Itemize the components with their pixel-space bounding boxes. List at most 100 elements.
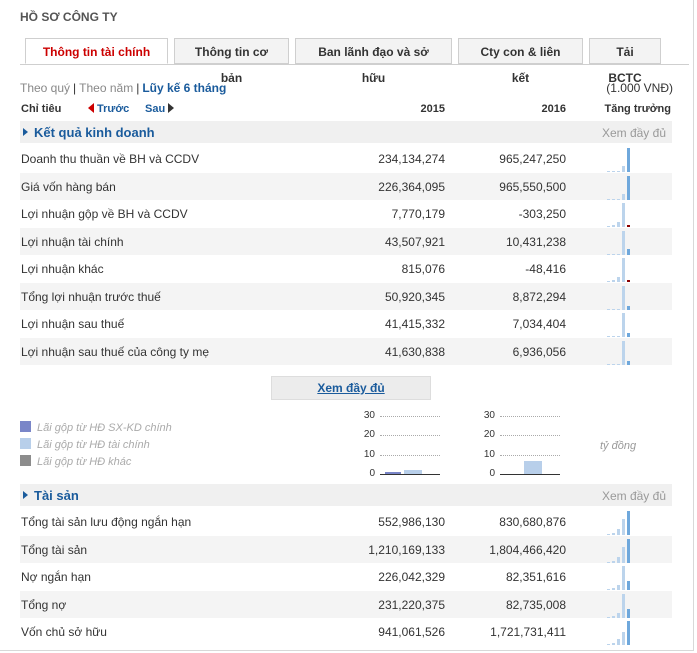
prev-button[interactable]: Trước xyxy=(88,103,129,115)
value-2016: 82,735,008 xyxy=(505,597,566,612)
tab-basic-info[interactable]: Thông tin cơ bản xyxy=(174,38,289,85)
col-header-indicator: Chỉ tiêu xyxy=(21,103,62,115)
value-2015: 41,630,838 xyxy=(384,344,445,359)
period-year-link[interactable]: Theo năm xyxy=(79,81,134,95)
sparkline-bar xyxy=(622,519,625,535)
col-header-growth: Tăng trưởng xyxy=(604,103,672,115)
chart-bar xyxy=(524,461,542,474)
period-cumulative-link[interactable]: Lũy kế 6 tháng xyxy=(142,81,227,95)
tab-management[interactable]: Ban lãnh đạo và sở hữu xyxy=(295,38,452,85)
tab-download-reports[interactable]: Tải BCTC xyxy=(589,38,661,85)
table-row: Nợ ngắn hạn 226,042,329 82,351,616 xyxy=(20,563,672,590)
value-2016: -303,250 xyxy=(518,207,566,221)
table-row: Lợi nhuận gộp về BH và CCDV 7,770,179 -303… xyxy=(20,200,672,227)
sparkline-bar xyxy=(607,363,610,365)
sparkline-bar xyxy=(627,225,630,227)
table-row: Lợi nhuận tài chính 43,507,921 10,431,238 xyxy=(20,227,672,255)
sparkline-bar xyxy=(607,589,610,590)
see-all-link[interactable]: Xem đầy đủ xyxy=(601,126,666,140)
growth-sparkline xyxy=(605,509,633,535)
sparkline-bar xyxy=(612,588,615,590)
value-2016: 82,351,616 xyxy=(505,570,566,584)
see-all-link[interactable]: Xem đầy đủ xyxy=(601,489,666,503)
y-tick-label: 30 xyxy=(363,410,375,421)
see-all-button[interactable]: Xem đầy đủ xyxy=(271,376,431,400)
growth-sparkline xyxy=(605,174,633,200)
row-label: Lợi nhuận sau thuế của công ty mẹ xyxy=(21,344,209,359)
value-2015: 7,770,179 xyxy=(391,207,445,221)
next-arrow-icon xyxy=(168,103,175,113)
sparkline-bar xyxy=(617,612,620,618)
col-header-2015: 2015 xyxy=(420,103,445,115)
row-label: Tổng lợi nhuận trước thuế xyxy=(21,289,161,304)
growth-sparkline xyxy=(605,537,633,563)
table-row: Lợi nhuận khác 815,076 -48,416 xyxy=(20,255,672,282)
sparkline-bar xyxy=(612,280,615,282)
sparkline-bar xyxy=(612,560,615,563)
sparkline-bar xyxy=(622,340,625,365)
row-label: Tổng tài sản xyxy=(21,542,88,557)
section-arrow-icon xyxy=(23,491,28,499)
sparkline-bar xyxy=(617,253,620,255)
sparkline-bar xyxy=(622,230,625,255)
value-2015: 226,042,329 xyxy=(378,570,445,584)
sparkline-bar xyxy=(617,585,620,590)
value-2016: 830,680,876 xyxy=(499,515,566,529)
sparkline-bar xyxy=(622,313,625,337)
value-2016: 1,721,731,411 xyxy=(490,625,566,639)
prev-arrow-icon xyxy=(88,103,94,113)
sparkline-bar xyxy=(617,308,620,310)
table-row: Tổng tài sản 1,210,169,133 1,804,466,420 xyxy=(20,535,672,563)
growth-sparkline xyxy=(605,284,633,310)
next-button[interactable]: Sau xyxy=(145,103,175,115)
row-label: Vốn chủ sở hữu xyxy=(21,625,107,639)
tab-bar: Thông tin tài chính Thông tin cơ bản Ban… xyxy=(25,38,661,85)
row-label: Giá vốn hàng bán xyxy=(21,179,116,194)
legend-item: Lãi gộp từ HĐ tài chính xyxy=(20,438,150,451)
sparkline-bar xyxy=(627,333,630,337)
sparkline-bar xyxy=(617,277,620,282)
next-label: Sau xyxy=(145,103,166,115)
tab-underline xyxy=(20,64,689,65)
section-arrow-icon xyxy=(23,128,28,136)
sparkline-bar xyxy=(622,546,625,563)
tab-financial-info[interactable]: Thông tin tài chính xyxy=(25,38,168,64)
sparkline-bar xyxy=(612,308,615,310)
chart-unit-label: tỷ đồng xyxy=(600,440,637,452)
row-label: Lợi nhuận gộp về BH và CCDV xyxy=(21,207,188,221)
sparkline-bar xyxy=(627,248,630,255)
page-title: HỒ SƠ CÔNG TY xyxy=(20,10,118,24)
sparkline-bar xyxy=(627,148,630,172)
value-2016: 6,936,056 xyxy=(512,344,566,359)
sparkline-bar xyxy=(612,225,615,227)
section-title[interactable]: Tài sản xyxy=(34,488,79,503)
value-2016: 965,550,500 xyxy=(499,179,566,194)
growth-sparkline xyxy=(605,256,633,282)
period-separator-2: | xyxy=(136,81,140,95)
sparkline-bar xyxy=(622,566,625,590)
value-2016: -48,416 xyxy=(525,262,566,276)
legend-swatch xyxy=(20,421,31,432)
sparkline-bar xyxy=(607,561,610,563)
sparkline-bar xyxy=(607,226,610,227)
chart-bar xyxy=(404,469,422,474)
sparkline-bar xyxy=(627,621,630,645)
period-filter: Theo quý | Theo năm | Lũy kế 6 tháng xyxy=(20,81,226,95)
sparkline-bar xyxy=(617,556,620,563)
gridline xyxy=(500,435,560,437)
tab-subsidiaries[interactable]: Cty con & liên kết xyxy=(458,38,583,85)
period-quarter-link[interactable]: Theo quý xyxy=(20,81,71,95)
sparkline-bar xyxy=(607,336,610,337)
sparkline-bar xyxy=(607,198,610,200)
x-axis xyxy=(380,474,440,475)
legend-swatch xyxy=(20,455,31,466)
sparkline-bar xyxy=(612,533,615,535)
section-title[interactable]: Kết quả kinh doanh xyxy=(34,125,155,140)
sparkline-bar xyxy=(627,608,630,618)
sparkline-bar xyxy=(612,615,615,618)
row-label: Lợi nhuận sau thuế xyxy=(21,317,125,331)
sparkline-bar xyxy=(612,336,615,337)
sparkline-bar xyxy=(627,581,630,590)
y-tick-label: 20 xyxy=(483,429,495,441)
